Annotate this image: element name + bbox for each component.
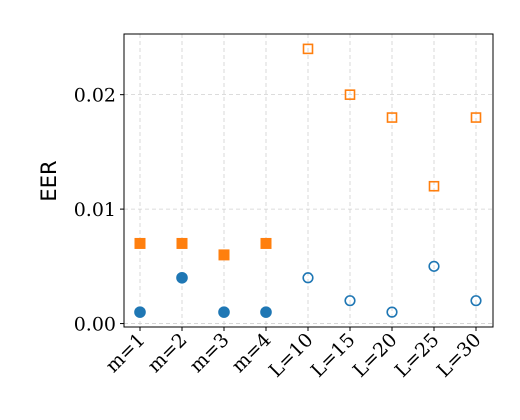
x-axis: m=1m=2m=3m=4L=10L=15L=20L=25L=30 xyxy=(101,327,486,382)
square-marker-open xyxy=(302,43,314,55)
x-tick-label: L=25 xyxy=(391,329,444,382)
circle-marker-open xyxy=(344,295,356,307)
square-marker-filled xyxy=(218,249,230,261)
circle-marker-open xyxy=(386,306,398,318)
square-marker-open xyxy=(386,112,398,123)
y-tick-label: 0.02 xyxy=(74,85,116,107)
x-tick-label: m=1 xyxy=(101,329,149,377)
x-tick-label: m=3 xyxy=(185,329,233,377)
square-marker-filled xyxy=(134,237,146,249)
grid-lines xyxy=(124,34,493,327)
y-axis-label: EER xyxy=(37,160,61,201)
circle-marker-filled xyxy=(218,306,230,318)
x-tick-label: L=20 xyxy=(349,329,402,382)
circle-marker-filled xyxy=(260,306,272,318)
x-tick-label: L=10 xyxy=(265,329,318,382)
circle-marker-open xyxy=(302,272,314,284)
data-marks xyxy=(134,43,482,318)
circle-marker-open xyxy=(470,295,482,307)
square-marker-open xyxy=(428,180,440,192)
square-marker-open xyxy=(344,89,356,100)
square-marker-filled xyxy=(260,237,272,249)
x-tick-label: L=15 xyxy=(307,329,360,382)
square-marker-filled xyxy=(176,237,188,249)
circle-marker-filled xyxy=(176,271,188,284)
y-tick-label: 0.00 xyxy=(74,314,116,336)
square-marker-open xyxy=(470,112,482,123)
y-axis: 0.00 0.01 0.02 xyxy=(74,85,124,336)
y-tick-label: 0.01 xyxy=(74,199,116,221)
x-tick-label: L=30 xyxy=(433,329,486,382)
circle-marker-open xyxy=(428,260,440,272)
circle-marker-filled xyxy=(134,306,146,318)
x-tick-label: m=2 xyxy=(143,329,191,377)
